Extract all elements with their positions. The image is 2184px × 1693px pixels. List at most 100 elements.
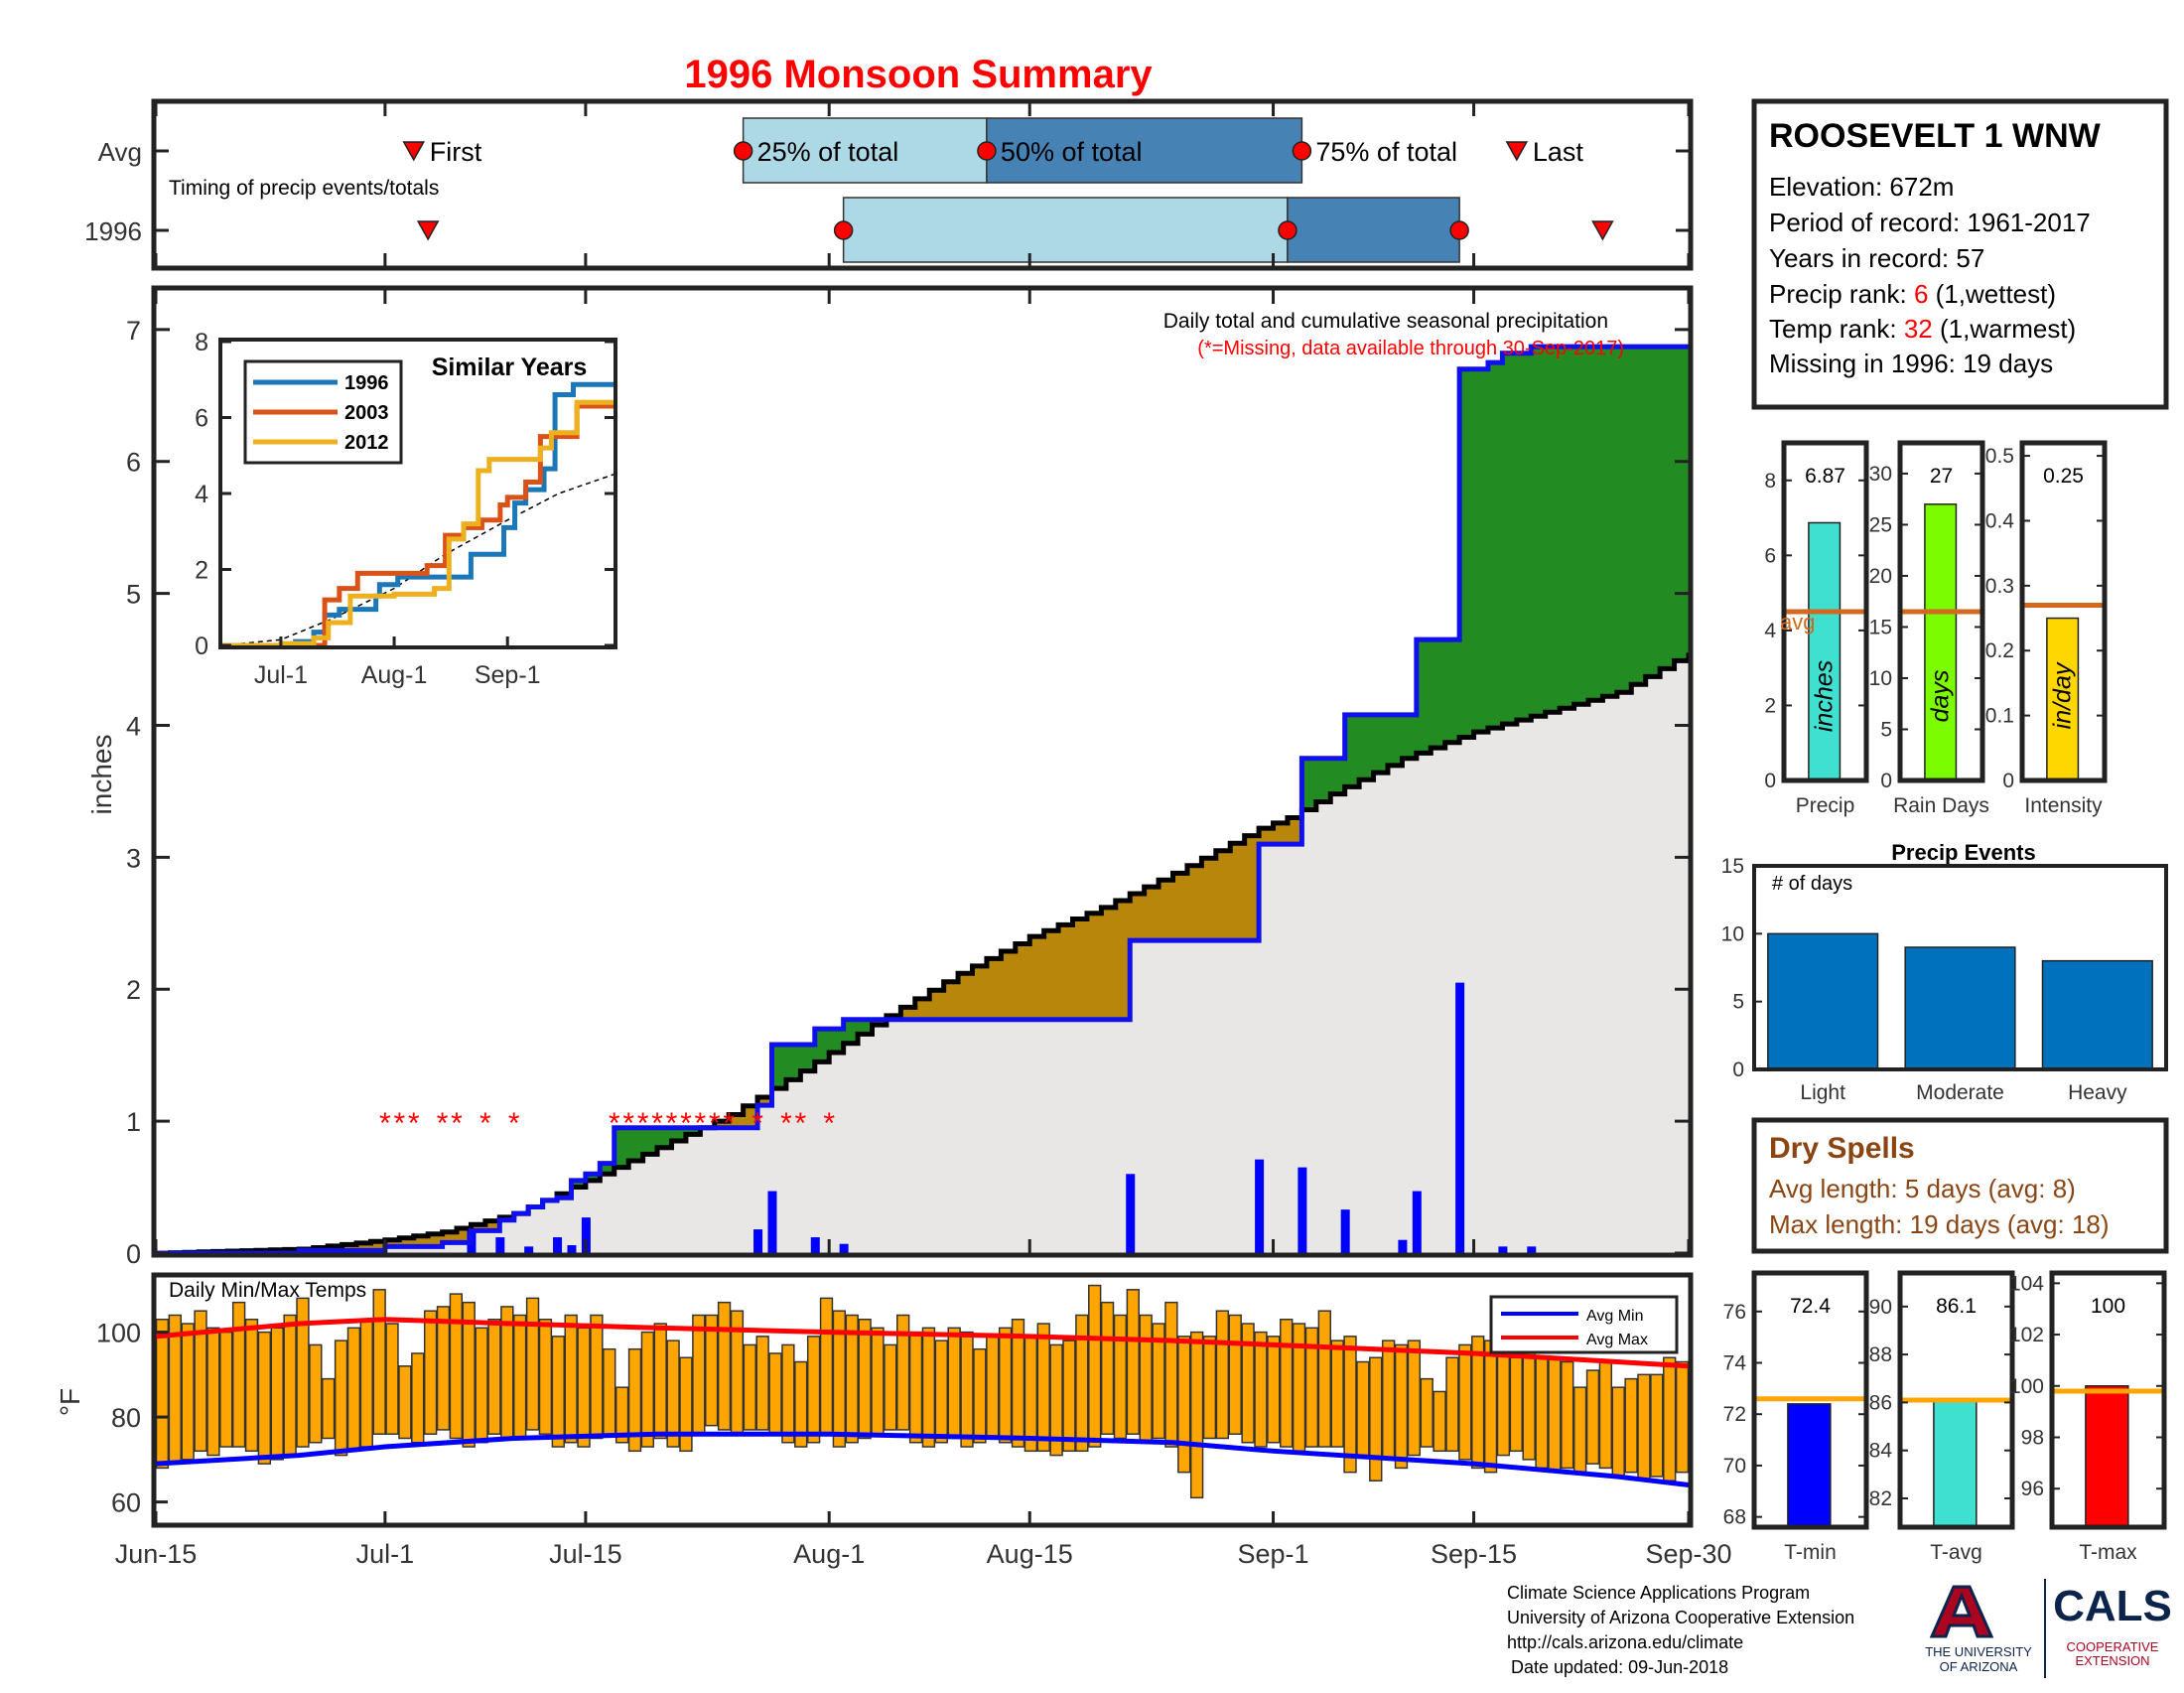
precip-events-plot: Light Moderate Heavy 0 5 10 15 <box>1721 855 2153 1104</box>
daily-temp-bar <box>423 1310 438 1435</box>
legend-avg-max-label: Avg Max <box>1586 1332 1648 1348</box>
stat-value-bar <box>1933 1399 1978 1528</box>
precip-events-y-tick-label: 10 <box>1721 922 1744 945</box>
stat-y-tick-label: 25 <box>1869 513 1892 536</box>
daily-temp-bar <box>551 1336 565 1448</box>
stat-panel-frame <box>1897 1270 2015 1530</box>
temps-axes: 60 80 100 Jun-15 Jul-1 Jul-15 Aug-1 Aug-15 Sep-1… <box>96 1319 1732 1569</box>
precip-events-category-label: Heavy <box>2068 1081 2127 1104</box>
daily-temp-bar <box>475 1327 488 1444</box>
precip-events-y-tick-label: 15 <box>1721 855 1744 878</box>
stat-panel-frame <box>1781 440 1869 783</box>
missing-marker: * <box>479 1107 491 1140</box>
daily-temp-bar <box>884 1343 897 1431</box>
below-avg-band <box>356 1242 372 1251</box>
dry-spells-frame <box>1751 1117 2169 1254</box>
daily-precip-bar <box>553 1237 563 1253</box>
station-missing: Missing in 1996: 19 days <box>1769 349 2053 378</box>
below-avg-band <box>1144 887 1160 941</box>
daily-temp-bar <box>1407 1340 1422 1457</box>
station-period: Period of record: 1961-2017 <box>1769 208 2091 237</box>
inset-frame <box>218 338 617 649</box>
cals-logo-line1: COOPERATIVE <box>2067 1639 2159 1654</box>
daily-precip-bar <box>1498 1246 1508 1253</box>
missing-marker: * <box>680 1107 692 1140</box>
stat-y-tick-label: 70 <box>1723 1455 1746 1478</box>
stat-value-label: 0.25 <box>2043 465 2084 488</box>
above-avg-band <box>1545 347 1561 713</box>
above-avg-band <box>1315 758 1331 802</box>
below-avg-band <box>1015 943 1030 1020</box>
above-avg-band <box>814 1029 830 1062</box>
above-avg-band <box>1487 362 1504 729</box>
missing-marker: * <box>780 1107 792 1140</box>
difference-bands <box>184 347 1691 1253</box>
below-avg-band <box>413 1235 429 1247</box>
daily-temp-bar <box>1075 1314 1089 1453</box>
stat-value-bar <box>1787 1403 1832 1528</box>
above-avg-band <box>671 1127 687 1142</box>
daily-temp-bar <box>1011 1319 1025 1448</box>
precip-events-title: Precip Events <box>1891 840 2036 865</box>
above-avg-band <box>1516 353 1532 721</box>
avg-first-marker <box>402 141 426 162</box>
daily-temp-bar <box>1356 1360 1370 1457</box>
stat-panel-frame <box>2019 440 2108 783</box>
inset-y-tick-label: 0 <box>195 633 208 660</box>
precip-events-bar <box>1904 946 2016 1070</box>
missing-day-markers: * * * * * * * * * * * * * * * * * * * * <box>379 1107 835 1140</box>
missing-marker: * <box>393 1107 405 1140</box>
above-avg-band <box>1560 347 1575 709</box>
daily-temp-bar <box>1062 1340 1076 1453</box>
daily-temp-bar <box>666 1340 680 1448</box>
inset-x-tick-label: Jul-1 <box>254 661 308 689</box>
main-y-axis-label: inches <box>86 735 117 815</box>
daily-temp-bar <box>679 1356 693 1453</box>
daily-temp-bar <box>1024 1336 1038 1453</box>
below-avg-band <box>384 1239 400 1247</box>
stat-panel-rain-days: 0 5 10 15 20 25 30 27 Rain Days days <box>1869 440 1989 817</box>
main-chart-note: Daily total and cumulative seasonal prec… <box>1163 310 1608 333</box>
daily-temp-bar <box>1394 1343 1409 1470</box>
stat-y-tick-label: 0 <box>2002 770 2014 792</box>
above-avg-band <box>800 1045 816 1071</box>
main-plot-area: * * * * * * * * * * * * * * * * * * * * <box>156 344 1692 1256</box>
daily-temp-bar <box>309 1343 323 1444</box>
below-avg-band <box>442 1231 458 1243</box>
x-axis-date-label: Sep-30 <box>1645 1539 1731 1569</box>
daily-temp-bar <box>513 1314 527 1440</box>
daily-temp-bar <box>1663 1356 1677 1481</box>
daily-temp-bar <box>871 1327 885 1435</box>
timing-first-label: First <box>430 137 482 167</box>
stat-y-tick-label: 84 <box>1869 1440 1893 1463</box>
main-axes: 0 1 2 3 4 5 6 7 <box>126 290 1691 1269</box>
daily-temp-bar <box>1458 1343 1472 1461</box>
daily-temp-bar <box>1381 1340 1396 1461</box>
above-avg-band <box>1402 714 1418 759</box>
daily-temp-bar <box>1317 1310 1331 1448</box>
below-avg-band <box>914 998 930 1020</box>
avg-box-50-75 <box>986 117 1303 184</box>
daily-temp-bar <box>653 1323 667 1440</box>
daily-temp-bar <box>1113 1314 1128 1440</box>
daily-temp-bar <box>590 1314 604 1440</box>
above-avg-band <box>858 1019 874 1035</box>
stat-y-tick-label: 30 <box>1869 463 1892 486</box>
below-avg-band <box>341 1244 357 1251</box>
daily-temp-bar <box>1202 1336 1217 1440</box>
daily-temp-bar <box>372 1289 386 1435</box>
above-avg-band <box>1473 368 1489 733</box>
inset-y-tick-label: 6 <box>195 405 208 433</box>
inset-legend-label: 2003 <box>344 402 389 424</box>
stat-y-tick-label: 4 <box>1764 620 1776 642</box>
stat-y-tick-label: 90 <box>1869 1296 1892 1319</box>
stat-avg-label: avg <box>1780 610 1815 635</box>
below-avg-band <box>1215 850 1231 941</box>
stat-panel-label: Precip <box>1796 794 1855 817</box>
stat-value-label: 27 <box>1930 465 1953 488</box>
stat-value-bar <box>1808 521 1842 781</box>
daily-precip-bar <box>753 1229 763 1253</box>
temps-chart: 60 80 100 Jun-15 Jul-1 Jul-15 Aug-1 Aug-15 Sep-1… <box>55 1272 1732 1569</box>
daily-temp-bar <box>755 1336 769 1431</box>
